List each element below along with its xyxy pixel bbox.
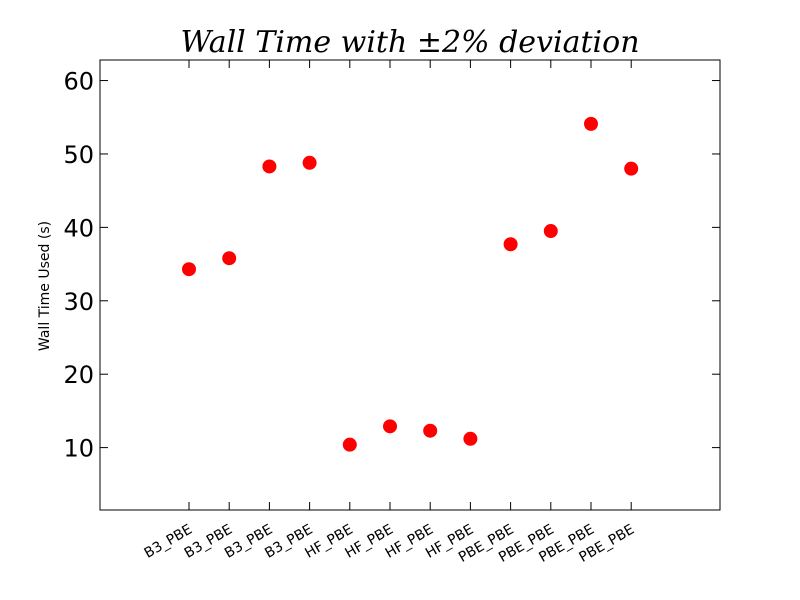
chart-title: Wall Time with ±2% deviation — [180, 25, 639, 60]
data-point — [624, 161, 639, 176]
data-point — [302, 155, 317, 170]
y-tick-label: 20 — [63, 361, 94, 389]
data-point — [503, 237, 518, 252]
y-tick-label: 30 — [63, 288, 94, 316]
y-tick-label: 10 — [63, 435, 94, 463]
plot-frame — [99, 59, 721, 511]
data-point — [342, 437, 357, 452]
x-tick-labels: B3_PBEB3_PBEB3_PBEB3_PBEHF_PBEHF_PBEHF_P… — [142, 522, 638, 566]
y-tick-label: 40 — [63, 214, 94, 242]
data-point — [222, 251, 237, 266]
data-point — [383, 419, 397, 434]
data-point — [543, 224, 558, 239]
y-tick-label: 60 — [63, 68, 94, 96]
data-point — [423, 423, 438, 438]
data-point — [182, 262, 196, 277]
data-point — [584, 116, 598, 131]
data-points — [182, 116, 639, 452]
data-point — [262, 159, 277, 174]
y-tick-labels: 10 20 30 40 50 60 — [63, 68, 94, 463]
y-tick-label: 50 — [63, 141, 94, 169]
axis-ticks — [100, 60, 720, 510]
y-axis-label: Wall Time Used (s) — [37, 221, 53, 351]
data-point — [463, 431, 478, 446]
